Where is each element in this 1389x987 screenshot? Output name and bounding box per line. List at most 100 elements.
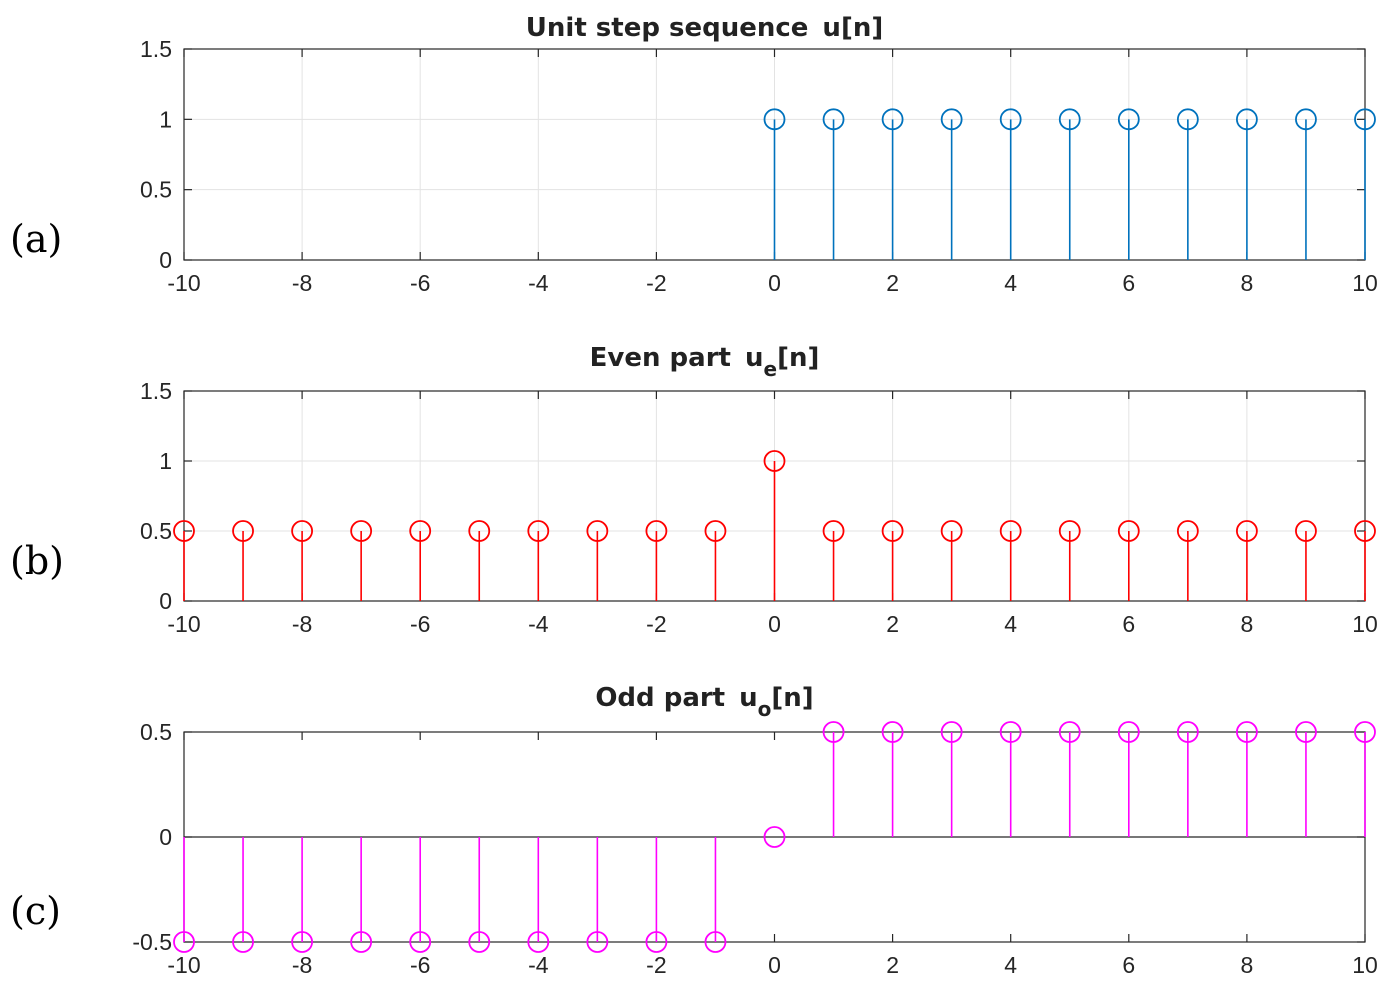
stem-marker (1295, 520, 1317, 542)
x-tick-label: -10 (167, 952, 200, 978)
stem-marker (645, 931, 668, 953)
stem-marker (881, 721, 904, 743)
stem-marker (881, 108, 904, 131)
stem-marker (232, 931, 254, 953)
stem-marker (940, 520, 963, 542)
chart-title: Even part ue[n] (590, 343, 820, 381)
stem-marker (645, 520, 668, 542)
chart-title-symbol: u (822, 13, 841, 43)
stem-marker (527, 520, 550, 542)
x-tick-label: 8 (1241, 952, 1254, 978)
stem-marker (822, 108, 845, 131)
x-tick-label: 4 (1004, 270, 1017, 296)
x-tick-label: 6 (1122, 952, 1135, 978)
x-tick-label: 4 (1004, 952, 1017, 978)
chart-title-suffix: [n] (771, 683, 813, 713)
x-tick-label: -6 (410, 952, 430, 978)
x-tick-label: -6 (410, 270, 430, 296)
stem-marker (704, 931, 727, 953)
x-tick-label: 10 (1352, 952, 1378, 978)
x-tick-label: -10 (167, 611, 200, 637)
chart-title-subscript: o (758, 697, 772, 721)
y-tick-label: 0.5 (140, 177, 172, 203)
panel-3: (c) -10 -8 -6 -4 -2 0 2 4 6 8 10 -0.5 0 0.5 Odd part uo[… (10, 683, 1378, 978)
stem-marker (1236, 108, 1258, 131)
stem-marker (1117, 520, 1140, 542)
y-tick-label: 0 (159, 824, 172, 850)
x-tick-label: 10 (1352, 270, 1378, 296)
x-tick-label: -8 (292, 611, 312, 637)
stem-marker (1295, 108, 1317, 131)
x-tick-label: 0 (768, 270, 781, 296)
stem-marker (1236, 721, 1258, 743)
x-tick-label: 4 (1004, 611, 1017, 637)
chart-title-suffix: [n] (841, 13, 883, 43)
chart-title: Unit step sequence u[n] (526, 13, 883, 43)
stem-marker (999, 520, 1022, 542)
x-tick-label: 0 (768, 611, 781, 637)
stem-marker (1354, 721, 1376, 743)
stem-marker (232, 520, 254, 542)
x-tick-label: -4 (528, 270, 549, 296)
stem-marker (1176, 520, 1199, 542)
x-tick-label: -8 (292, 270, 312, 296)
stem-marker (1354, 108, 1376, 131)
panel-label: (c) (10, 889, 61, 933)
y-tick-label: 1.5 (140, 36, 172, 62)
stem-marker (1295, 721, 1317, 743)
stem-marker (881, 520, 904, 542)
stem-marker (527, 931, 550, 953)
stem-marker (173, 931, 195, 953)
stem-marker (173, 520, 195, 542)
chart-title-text: Even part (590, 343, 731, 373)
x-tick-label: -2 (646, 270, 666, 296)
stem-marker (763, 108, 786, 131)
x-tick-label: 2 (886, 952, 899, 978)
stem-marker (291, 931, 314, 953)
x-tick-label: 8 (1241, 611, 1254, 637)
chart-title-suffix: [n] (777, 343, 819, 373)
x-tick-label: 6 (1122, 270, 1135, 296)
x-tick-label: 10 (1352, 611, 1378, 637)
stem-marker (468, 520, 491, 542)
stem-marker (1176, 108, 1199, 131)
y-tick-label: 1 (159, 106, 172, 132)
y-tick-label: 0.5 (140, 518, 172, 544)
stem-marker (1058, 520, 1081, 542)
stem-marker (1058, 721, 1081, 743)
x-tick-label: 0 (768, 952, 781, 978)
stem-marker (350, 520, 373, 542)
stem-marker (1117, 721, 1140, 743)
chart-title: Odd part uo[n] (595, 683, 813, 721)
x-tick-label: -10 (167, 270, 200, 296)
stem-marker (1117, 108, 1140, 131)
stem-marker (409, 931, 432, 953)
x-tick-label: -4 (528, 952, 549, 978)
y-tick-label: 1 (159, 448, 172, 474)
panel-label: (a) (10, 217, 62, 261)
chart-title-subscript: e (763, 357, 777, 381)
stem-marker (586, 520, 609, 542)
panel-label: (b) (10, 539, 64, 583)
stem-marker (350, 931, 373, 953)
x-tick-label: 2 (886, 270, 899, 296)
stem-marker (704, 520, 727, 542)
stem-marker (1058, 108, 1081, 131)
x-tick-label: -2 (646, 611, 666, 637)
stem-marker (1354, 520, 1376, 542)
stem-marker (940, 108, 963, 131)
stem-marker (999, 108, 1022, 131)
stem-marker (822, 520, 845, 542)
stem-marker (409, 520, 432, 542)
x-tick-label: -8 (292, 952, 312, 978)
stem-marker (763, 826, 786, 848)
x-tick-label: -6 (410, 611, 430, 637)
chart-title-text: Odd part (595, 683, 725, 713)
stem-marker (291, 520, 314, 542)
stem-marker (586, 931, 609, 953)
stem-marker (1176, 721, 1199, 743)
stem-marker (822, 721, 845, 743)
stem-marker (1236, 520, 1258, 542)
chart-title-symbol: u (739, 683, 758, 713)
